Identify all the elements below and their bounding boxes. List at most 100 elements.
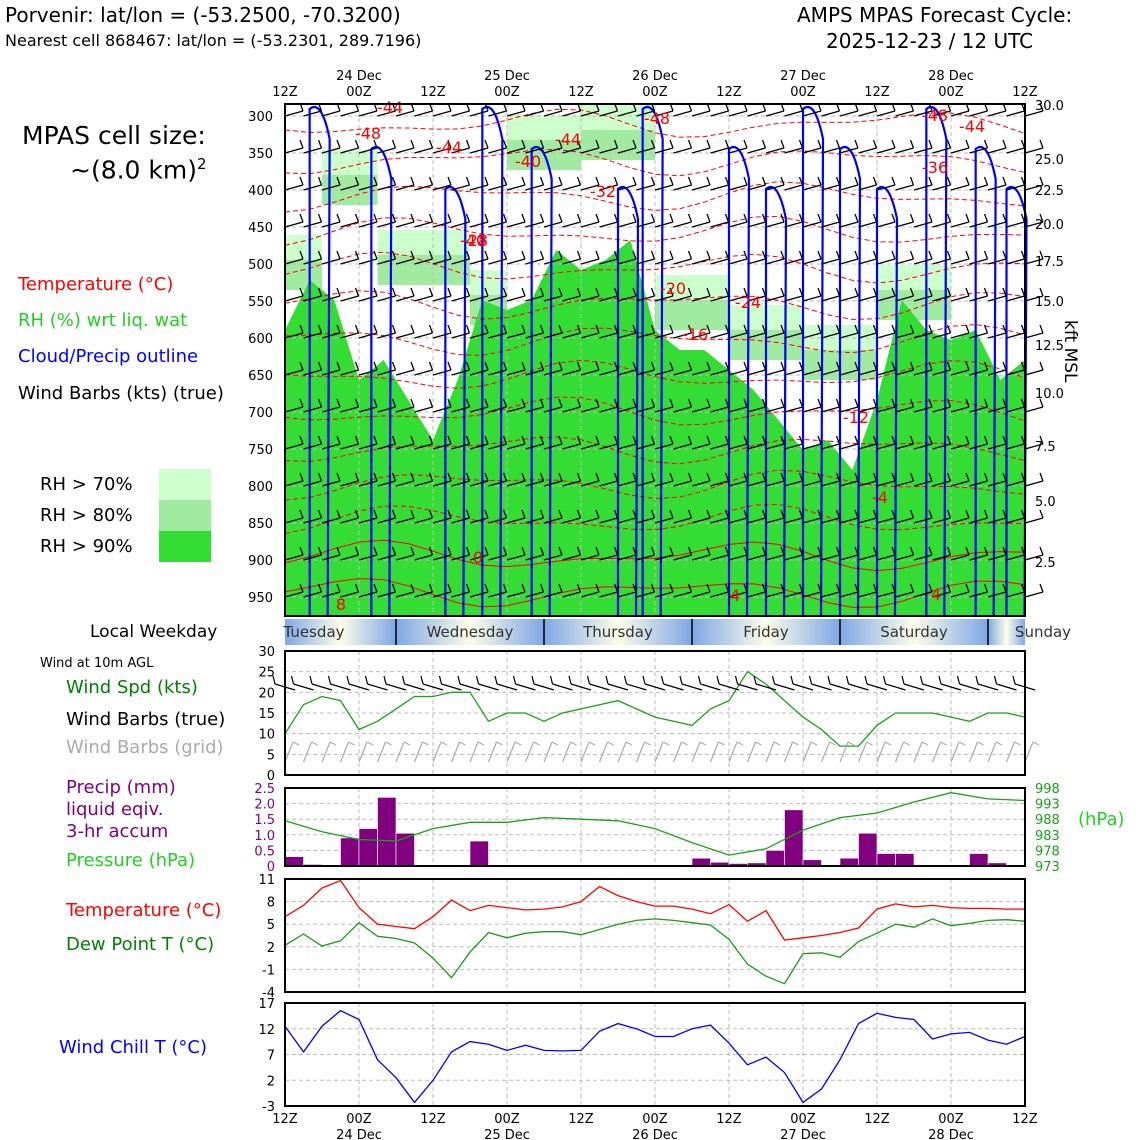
y-tick-label: 2.5 xyxy=(254,782,275,797)
wind-barb-flag xyxy=(576,398,582,408)
wind-barb-flag xyxy=(928,435,933,445)
wind-barb-flag xyxy=(946,435,952,445)
y-tick-label: 5 xyxy=(267,748,275,763)
wind-barb-grid-feather xyxy=(403,741,411,746)
temperature-contour xyxy=(284,108,1026,138)
wind-barb xyxy=(710,295,729,302)
wind-barb-flag xyxy=(502,324,508,334)
wind-barb-flag xyxy=(650,472,656,482)
wind-barb xyxy=(451,184,470,191)
wind-barb-flag xyxy=(743,583,748,593)
y-tick-label: -1 xyxy=(262,963,275,978)
wind-barb-flag xyxy=(299,546,304,556)
wind-barb xyxy=(358,332,378,339)
wind-barb xyxy=(617,221,637,228)
wind-barb xyxy=(1006,480,1025,487)
wind-barb-flag xyxy=(854,472,859,482)
wind-barb-flag xyxy=(965,435,970,445)
wind-barb xyxy=(543,221,563,228)
wind-barb-flag xyxy=(1039,213,1044,223)
precip-bar xyxy=(469,840,489,867)
wind-barb-flag xyxy=(817,287,822,297)
wind-barb-flag xyxy=(558,176,563,186)
temperature-contour xyxy=(284,215,1026,246)
wind-barb-flag xyxy=(687,509,693,519)
wind-barb-grid xyxy=(543,741,553,763)
wind-barb-flag xyxy=(465,435,471,445)
wind-barb xyxy=(432,480,452,487)
wind-barb-flag xyxy=(835,250,841,260)
wind-barb xyxy=(321,554,341,561)
wind-barb-flag xyxy=(410,472,415,482)
wind-barb-flag xyxy=(632,139,637,149)
wind-barb-flag xyxy=(706,176,711,186)
y-tick-label: 1.0 xyxy=(254,829,275,844)
wind-barb xyxy=(728,184,748,191)
wind-barb-grid xyxy=(413,741,424,763)
wind-barb xyxy=(950,332,970,339)
wind-barb xyxy=(1024,295,1044,302)
wind-barb xyxy=(765,406,785,413)
wind-barb-flag xyxy=(817,250,822,260)
wind-barb xyxy=(950,295,970,302)
wind-barb xyxy=(802,443,822,450)
wind-barb xyxy=(580,517,600,524)
wind-barb xyxy=(710,406,729,413)
wind-barb-flag xyxy=(428,139,434,149)
wind-barb-flag xyxy=(317,213,323,223)
wind-barb-flag xyxy=(595,509,600,519)
wind-barb xyxy=(950,184,970,191)
wind-barb xyxy=(488,443,507,450)
pressure-level-tick: 550 xyxy=(248,295,273,310)
wind-barb xyxy=(821,517,840,524)
wind-barb xyxy=(599,295,618,302)
wind-barb xyxy=(728,332,748,339)
wind-barb-flag xyxy=(798,435,804,445)
sounding-frame xyxy=(284,103,1026,617)
wind-barb xyxy=(617,147,637,154)
wind-barb-flag xyxy=(632,546,637,556)
wind-barb xyxy=(821,443,840,450)
wind-barb xyxy=(969,591,988,598)
wind-barb-true xyxy=(515,683,536,691)
wind-barb xyxy=(469,221,489,228)
temperature-contour xyxy=(284,469,1026,501)
wind-barb-flag xyxy=(835,176,841,186)
wind-barb xyxy=(414,480,433,487)
pressure-level-tick: 350 xyxy=(248,147,273,162)
wind-barb xyxy=(562,480,581,487)
rh70-band xyxy=(377,230,470,255)
wind-barb-flag xyxy=(521,583,526,593)
wind-barb-true-feather xyxy=(605,675,609,685)
wind-barb xyxy=(858,591,877,598)
wind-barb-true xyxy=(885,683,906,691)
wind-barb-flag xyxy=(484,361,489,371)
wind-barb xyxy=(839,221,859,228)
wind-barb xyxy=(728,258,748,265)
wind-barb-flag xyxy=(299,324,304,334)
wind-barb xyxy=(488,591,507,598)
wind-barb xyxy=(580,295,600,302)
wind-barb-true xyxy=(644,683,666,691)
wind-barb xyxy=(525,480,544,487)
wind-barb-true xyxy=(533,683,555,691)
wind-barb-flag xyxy=(780,287,785,297)
y-tick-label: 11 xyxy=(258,873,275,888)
wind-barb xyxy=(321,258,341,265)
wind-barb xyxy=(839,554,859,561)
wind-barb xyxy=(432,406,452,413)
wind-barb-flag xyxy=(484,139,489,149)
wind-barb-grid-feather xyxy=(440,741,448,746)
wind-barb-grid xyxy=(469,741,479,763)
wind-barb-flag xyxy=(798,546,804,556)
wind-barb-flag xyxy=(354,435,360,445)
cloud-outline xyxy=(925,106,948,617)
wind-barb-flag xyxy=(946,250,952,260)
wind-barb xyxy=(895,221,914,228)
wind-barb-flag xyxy=(872,361,878,371)
temperature-contour xyxy=(284,396,1026,426)
wind-barb-true xyxy=(311,683,333,691)
wind-barb-flag xyxy=(928,546,933,556)
wind-barb xyxy=(340,221,359,228)
wind-barb xyxy=(525,295,544,302)
